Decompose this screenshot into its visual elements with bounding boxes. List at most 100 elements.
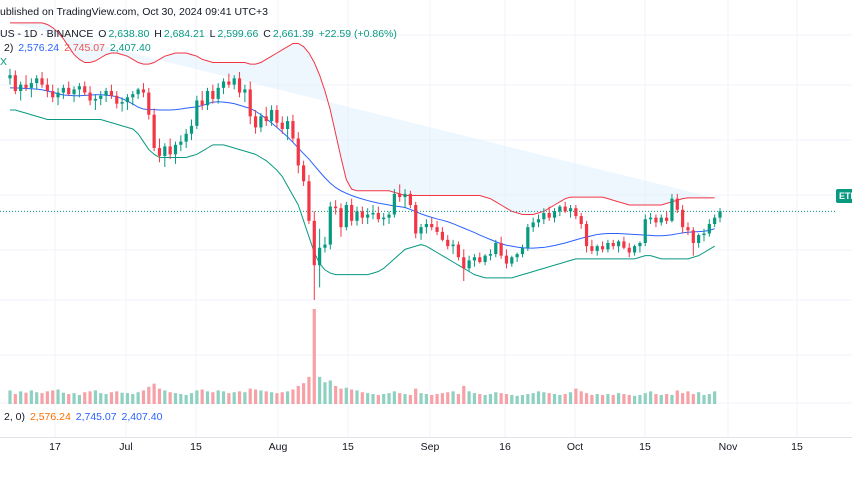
candle: [451, 239, 455, 255]
volume-bar: [627, 394, 631, 404]
candle: [526, 224, 530, 251]
volume-bar: [77, 394, 81, 404]
volume-bar: [526, 394, 530, 404]
grid: [0, 0, 852, 437]
volume-bar: [499, 393, 503, 404]
candle: [157, 138, 162, 163]
volume-bar: [488, 394, 493, 404]
candle: [323, 236, 327, 253]
volume-bar: [115, 391, 119, 404]
candle: [419, 224, 423, 240]
volume-bar: [435, 394, 439, 404]
candle: [264, 106, 268, 126]
volume-bar: [467, 391, 471, 404]
candle: [387, 211, 391, 224]
volume-bar: [205, 391, 210, 404]
candle: [312, 211, 316, 300]
volume-bar: [296, 385, 300, 404]
volume-bar: [424, 394, 428, 404]
candle: [638, 241, 642, 253]
volume-bar: [600, 394, 605, 404]
volume-bar: [104, 394, 108, 404]
volume-bar: [88, 391, 92, 404]
x-tick-label: 16: [499, 441, 511, 453]
volume-bar: [189, 393, 194, 404]
candle: [8, 68, 12, 85]
volume-bar: [478, 394, 482, 404]
candle: [77, 83, 81, 98]
candle: [681, 205, 685, 234]
volume-bar: [216, 390, 220, 404]
volume-bar: [8, 390, 12, 404]
volume-bar: [120, 392, 124, 404]
volume-bar: [141, 390, 146, 404]
volume-bar: [472, 393, 477, 404]
candle: [558, 205, 562, 217]
candle: [403, 189, 407, 209]
symbol-label: US - 1D · BINANCE: [0, 28, 94, 40]
candle: [318, 228, 322, 288]
x-tick-label: Jul: [119, 441, 133, 453]
candle: [280, 116, 284, 134]
volume-bar: [654, 394, 658, 404]
volume-bar: [414, 388, 418, 404]
volume-bar: [568, 392, 573, 404]
candle: [152, 108, 156, 152]
volume-bar: [243, 392, 247, 404]
candle: [622, 236, 626, 250]
vol-value-2: 2,745.07: [75, 411, 117, 423]
candle: [296, 132, 300, 174]
volume-bar: [446, 392, 450, 404]
volume-bar: [67, 394, 71, 404]
candle: [531, 217, 535, 232]
volume-bar: [510, 394, 514, 404]
volume-bar: [574, 388, 578, 404]
candle: [179, 135, 183, 152]
candle: [93, 94, 98, 110]
candle: [446, 235, 450, 250]
price-tag: ETH: [836, 189, 852, 203]
volume-bar: [173, 393, 178, 404]
candle: [398, 184, 402, 202]
volume-bar: [382, 394, 386, 404]
candle: [291, 114, 295, 142]
open-value: 2,638.80: [108, 28, 150, 40]
volume-bar: [307, 376, 311, 404]
candle: [302, 160, 306, 186]
volume-bar: [520, 394, 525, 404]
candle: [488, 249, 493, 261]
volume-bar: [40, 393, 44, 404]
candle: [584, 220, 589, 253]
x-tick-label: Nov: [718, 441, 738, 453]
candle: [237, 72, 242, 98]
candle: [99, 91, 103, 106]
vol-value-1: 2,576.24: [29, 411, 71, 423]
volume-bar: [24, 392, 28, 404]
candle: [13, 70, 17, 95]
volume-bar: [659, 394, 663, 404]
candle: [691, 227, 695, 256]
bb-upper-value: 2,745.07: [64, 42, 105, 54]
volume-bar: [264, 391, 268, 404]
volume-bar: [403, 394, 407, 404]
candle: [344, 201, 348, 231]
candle: [408, 190, 412, 209]
volume-bar: [638, 394, 642, 404]
side-letter: X: [0, 56, 8, 68]
candle: [632, 244, 637, 256]
volume-bar: [670, 394, 674, 404]
volume-bar: [702, 394, 706, 404]
candle: [670, 193, 674, 223]
candle: [542, 208, 546, 224]
volume-bar: [275, 393, 279, 404]
candle: [334, 200, 338, 215]
candle: [248, 81, 252, 125]
volume-bar: [536, 391, 541, 404]
candle: [88, 86, 92, 106]
candle: [184, 129, 188, 148]
candle: [520, 244, 525, 258]
candle: [360, 206, 364, 224]
volume-bar: [360, 392, 364, 404]
candle: [307, 174, 311, 224]
candle: [435, 220, 439, 236]
